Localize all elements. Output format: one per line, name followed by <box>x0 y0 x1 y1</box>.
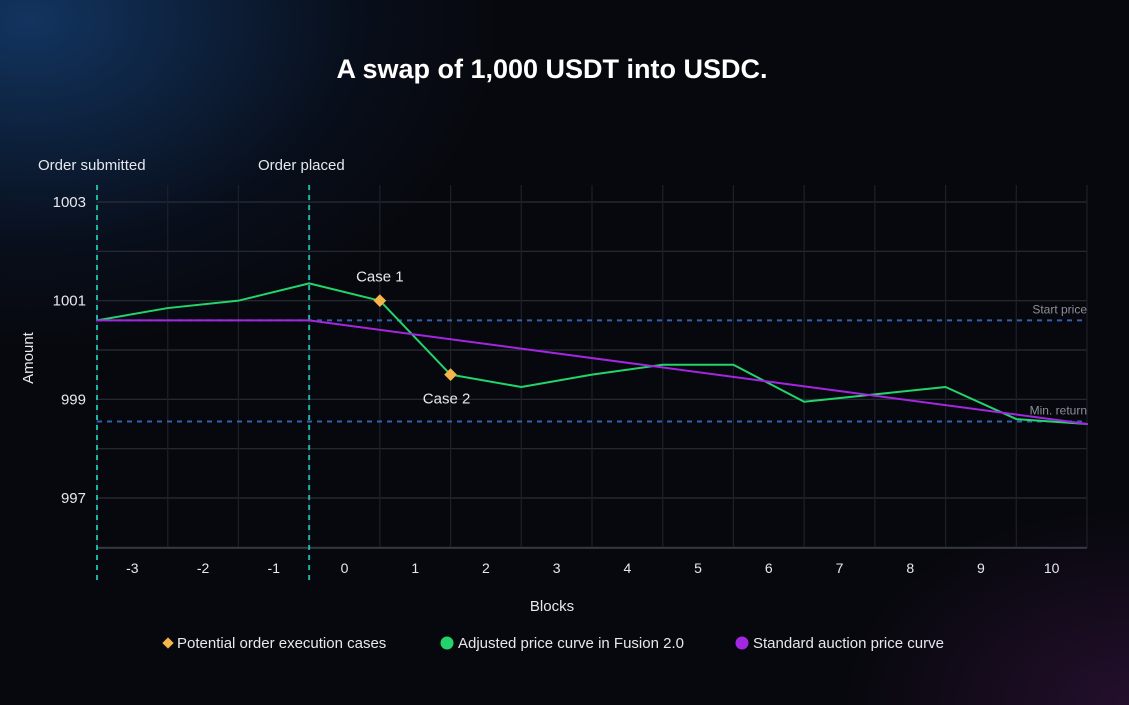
grid <box>96 185 1088 549</box>
vertical-marker-label: Order submitted <box>38 157 146 174</box>
x-axis-label: Blocks <box>530 598 574 615</box>
execution-case-point <box>373 294 387 308</box>
x-tick-label: -1 <box>268 560 281 576</box>
reference-line-label: Min. return <box>1030 404 1087 418</box>
y-axis-label: Amount <box>20 331 37 384</box>
legend-marker-circle <box>735 636 749 650</box>
y-tick-label: 997 <box>61 490 86 507</box>
x-tick-label: 8 <box>906 560 914 576</box>
y-tick-label: 1003 <box>53 194 86 211</box>
x-tick-label: 6 <box>765 560 773 576</box>
x-tick-label: 0 <box>341 560 349 576</box>
x-tick-label: 4 <box>623 560 631 576</box>
x-tick-label: 1 <box>411 560 419 576</box>
series-line-1 <box>96 319 1088 425</box>
execution-case-label: Case 2 <box>423 391 471 408</box>
x-tick-label: 7 <box>836 560 844 576</box>
y-axis-ticks: 1003 1001 999 997 <box>53 194 86 507</box>
y-tick-label: 1001 <box>53 293 86 310</box>
x-tick-label: -2 <box>197 560 210 576</box>
chart-title: A swap of 1,000 USDT into USDC. <box>336 54 767 84</box>
series-line-0 <box>96 282 1088 425</box>
legend-marker-diamond <box>162 637 174 649</box>
legend-label: Standard auction price curve <box>753 635 944 652</box>
legend-label: Potential order execution cases <box>177 635 386 652</box>
execution-case-point <box>444 368 457 382</box>
x-tick-label: 2 <box>482 560 490 576</box>
execution-case-label: Case 1 <box>356 269 404 286</box>
x-tick-label: 3 <box>553 560 561 576</box>
x-tick-label: 9 <box>977 560 985 576</box>
legend-label: Adjusted price curve in Fusion 2.0 <box>458 635 684 652</box>
execution-cases: Case 1 Case 2 <box>356 269 470 408</box>
x-tick-label: 10 <box>1044 560 1060 576</box>
x-tick-label: 5 <box>694 560 702 576</box>
vertical-marker-label: Order placed <box>258 157 345 174</box>
y-tick-label: 999 <box>61 391 86 408</box>
x-tick-label: -3 <box>126 560 139 576</box>
legend: Potential order execution cases Adjusted … <box>162 635 944 652</box>
series-lines <box>96 282 1088 425</box>
x-axis-ticks: -3 -2 -1 0 1 2 3 4 5 6 7 8 9 10 <box>126 560 1060 576</box>
reference-line-label: Start price <box>1032 302 1087 316</box>
legend-marker-circle <box>440 636 454 650</box>
vertical-markers: Order submitted Order placed <box>38 157 345 580</box>
